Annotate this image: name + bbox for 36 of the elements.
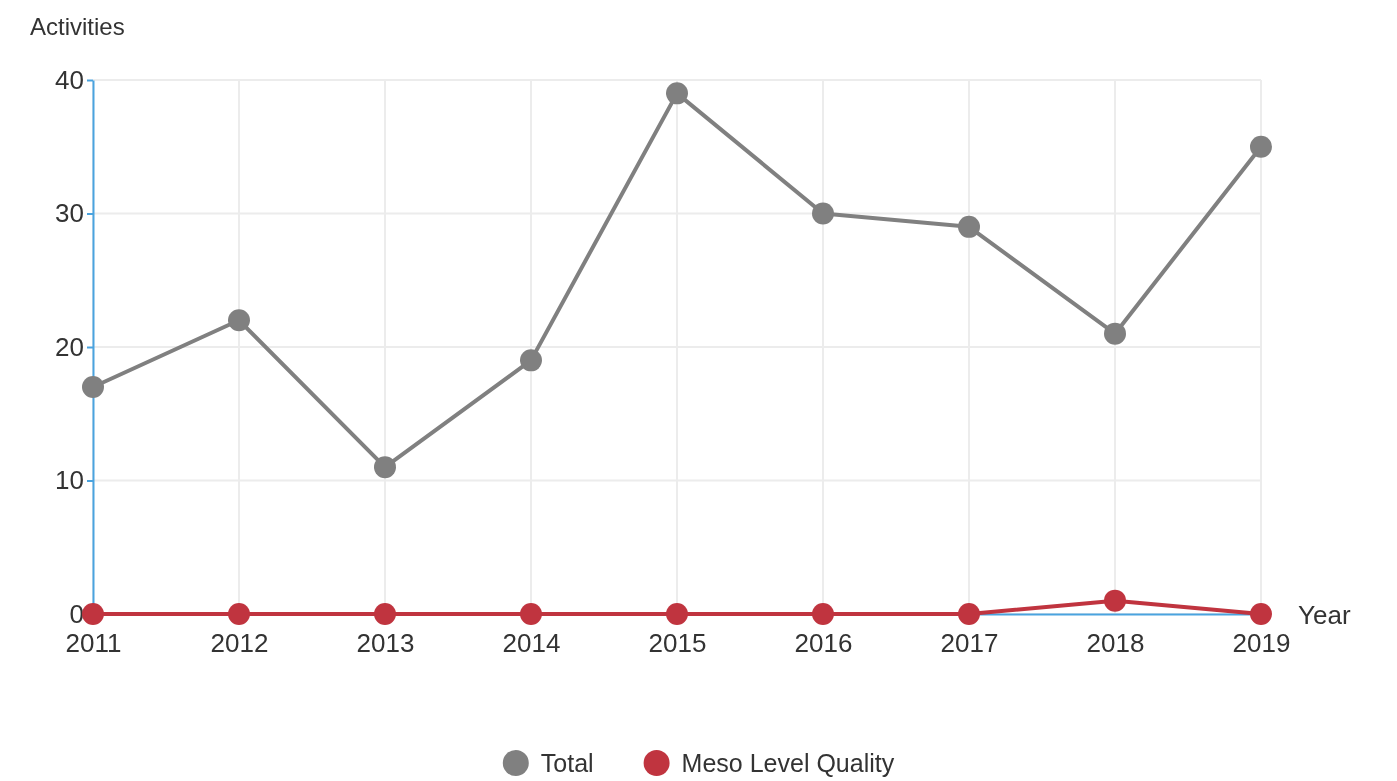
x-tick-label: 2018: [1086, 628, 1145, 659]
y-tick-label: 40: [55, 64, 84, 95]
x-tick-label: 2019: [1232, 628, 1291, 659]
y-tick-label: 30: [55, 198, 84, 229]
point: [666, 603, 688, 625]
point: [82, 603, 104, 625]
point: [812, 603, 834, 625]
x-tick-label: 2012: [210, 628, 269, 659]
point: [1250, 135, 1272, 158]
y-tick-label: 20: [55, 331, 84, 362]
point: [228, 603, 250, 625]
x-tick-label: 2013: [356, 628, 415, 659]
point: [958, 215, 980, 238]
point: [520, 349, 542, 372]
legend-label: Meso Level Quality: [681, 749, 895, 777]
y-axis-title: Activities: [30, 13, 125, 40]
point: [1250, 603, 1272, 625]
point: [812, 202, 834, 225]
x-tick-label: 2016: [794, 628, 853, 659]
y-tick-label: 0: [69, 598, 84, 629]
point: [958, 603, 980, 625]
x-tick-label: 2017: [940, 628, 999, 659]
x-tick-label: 2011: [65, 628, 122, 659]
x-axis-title: Year: [1298, 600, 1351, 630]
x-tick-label: 2015: [648, 628, 707, 659]
point: [666, 82, 688, 105]
point: [520, 603, 542, 625]
x-tick-label: 2014: [502, 628, 561, 659]
point: [374, 603, 396, 625]
y-tick-label: 10: [55, 465, 84, 496]
point: [1104, 322, 1126, 345]
point: [228, 309, 250, 332]
point: [82, 376, 104, 399]
point: [374, 456, 396, 479]
legend-label: Total: [540, 749, 594, 777]
point: [1104, 589, 1126, 612]
